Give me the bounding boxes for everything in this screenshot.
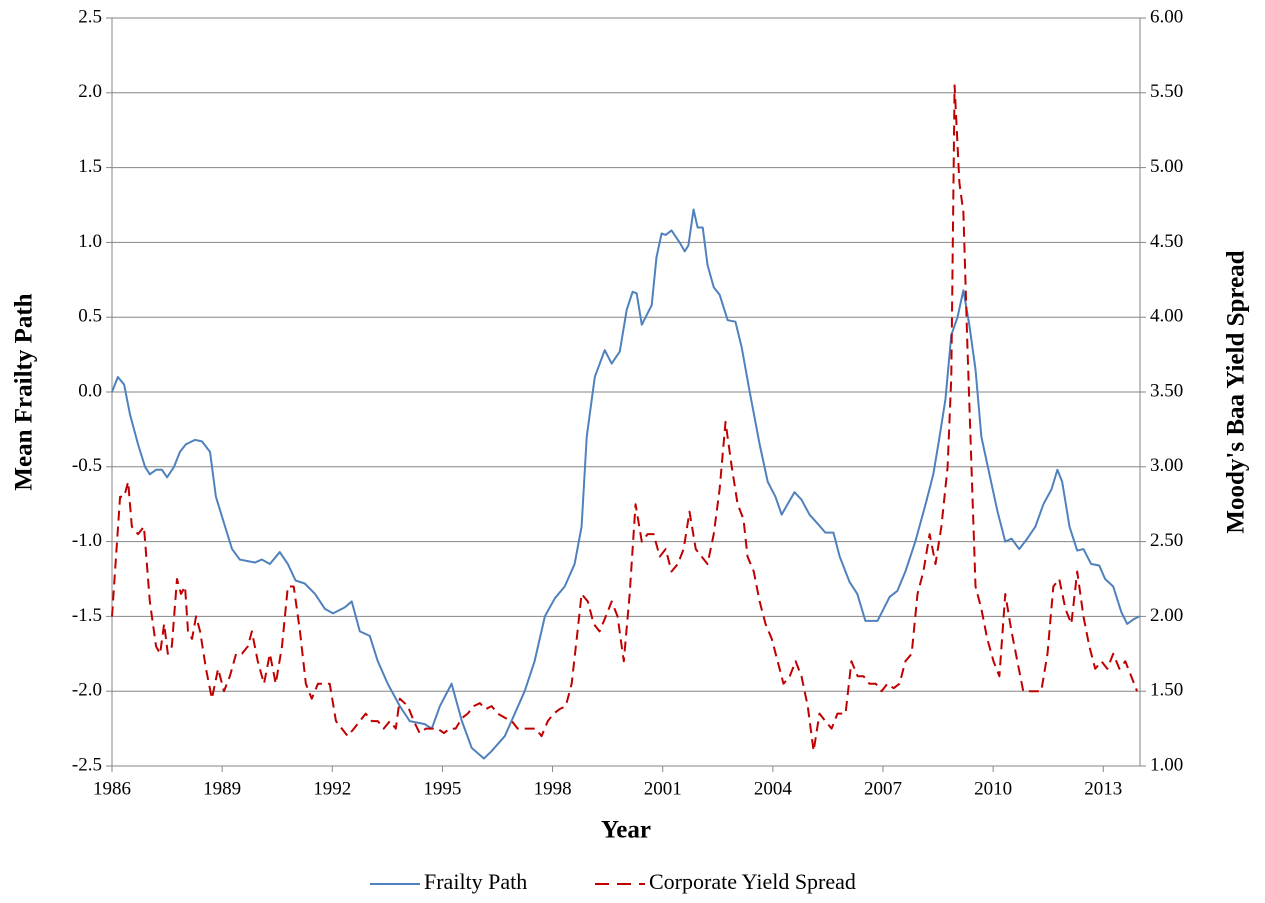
x-tick-label: 2010 <box>974 778 1012 799</box>
y2-axis-title: Moody's Baa Yield Spread <box>1223 250 1250 533</box>
y-tick-label: -1.5 <box>72 605 102 626</box>
x-tick-label: 2004 <box>754 778 793 799</box>
y-tick-label: 1.5 <box>78 156 102 177</box>
y2-tick-label: 2.50 <box>1150 530 1183 551</box>
y2-tick-label: 1.50 <box>1150 680 1183 701</box>
y2-tick-label: 4.00 <box>1150 306 1183 327</box>
y2-tick-label: 6.00 <box>1150 6 1183 27</box>
y2-tick-label: 4.50 <box>1150 231 1183 252</box>
y-tick-label: 0.5 <box>78 306 102 327</box>
y-tick-label: -0.5 <box>72 455 102 476</box>
x-tick-label: 2001 <box>644 778 682 799</box>
x-axis-title: Year <box>601 817 651 844</box>
x-tick-label: 2007 <box>864 778 902 799</box>
series-line <box>111 208 1140 760</box>
y2-tick-label: 2.00 <box>1150 605 1183 626</box>
x-tick-label: 1989 <box>203 778 241 799</box>
y2-tick-label: 3.50 <box>1150 380 1183 401</box>
x-tick-label: 1986 <box>93 778 131 799</box>
y2-tick-label: 5.50 <box>1150 81 1183 102</box>
legend-label: Frailty Path <box>424 869 527 894</box>
x-tick-label: 1995 <box>423 778 461 799</box>
y-tick-label: -2.5 <box>72 754 102 775</box>
y-tick-label: 0.0 <box>78 380 102 401</box>
y-tick-label: -2.0 <box>72 680 102 701</box>
y2-tick-label: 3.00 <box>1150 455 1183 476</box>
y-axis-title: Mean Frailty Path <box>11 293 38 490</box>
y-tick-label: 2.0 <box>78 81 102 102</box>
y2-tick-label: 5.00 <box>1150 156 1183 177</box>
y-tick-label: 2.5 <box>78 6 102 27</box>
y-tick-label: -1.0 <box>72 530 102 551</box>
y2-tick-label: 1.00 <box>1150 754 1183 775</box>
y-tick-label: 1.0 <box>78 231 102 252</box>
x-tick-label: 1992 <box>313 778 351 799</box>
x-tick-label: 1998 <box>534 778 572 799</box>
x-tick-label: 2013 <box>1084 778 1122 799</box>
series-line <box>111 84 1138 753</box>
legend-label: Corporate Yield Spread <box>649 869 856 894</box>
